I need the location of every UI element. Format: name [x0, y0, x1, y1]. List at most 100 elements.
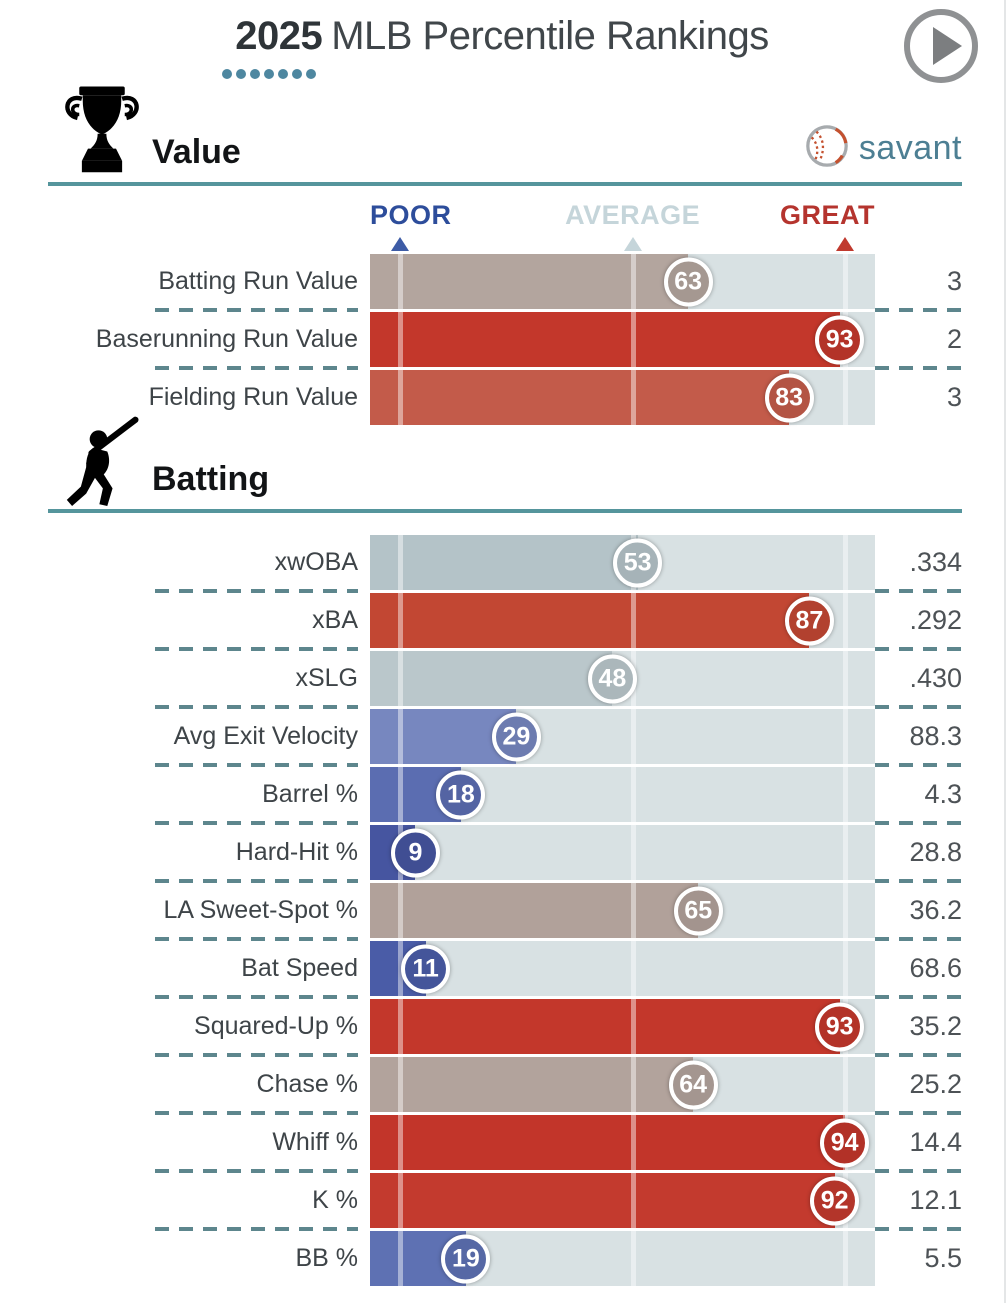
percentile-badge[interactable]: 48 — [587, 654, 637, 703]
percentile-badge[interactable]: 29 — [491, 712, 541, 761]
stat-label: xBA — [312, 606, 358, 634]
stat-value: .430 — [909, 663, 962, 693]
bar-tick-low — [398, 709, 404, 764]
percentile-badge[interactable]: 83 — [764, 373, 814, 422]
percentile-badge[interactable]: 9 — [390, 828, 440, 877]
bar-tick-mid — [630, 999, 636, 1054]
section-batting: Batting xwOBA 53 .334 xBA 87 .292 xSLG — [0, 416, 1004, 1286]
bar-tick-low — [398, 1173, 404, 1228]
scale-header: POOR AVERAGE GREAT — [0, 186, 1004, 254]
stat-value: 28.8 — [909, 837, 962, 867]
bar-tick-low — [398, 883, 404, 938]
great-marker-icon — [835, 237, 854, 251]
percentile-badge[interactable]: 18 — [436, 770, 486, 819]
percentile-badge[interactable]: 93 — [815, 315, 865, 364]
title-dots — [222, 69, 316, 79]
section-header: Value savant — [48, 86, 962, 186]
percentile-badge[interactable]: 64 — [668, 1060, 718, 1109]
brand-name: savant — [858, 129, 962, 167]
stat-value: 4.3 — [924, 779, 962, 809]
stat-row: xSLG 48 .430 — [0, 651, 966, 709]
percentile-badge[interactable]: 93 — [815, 1002, 865, 1051]
percentile-bar: 29 — [370, 709, 875, 764]
bar-tick-high — [842, 883, 848, 938]
stat-row: Batting Run Value 63 3 — [0, 254, 966, 312]
play-button[interactable] — [902, 7, 980, 85]
stat-row: xBA 87 .292 — [0, 593, 966, 651]
scale-label-average: AVERAGE — [565, 200, 701, 230]
percentile-bar: 65 — [370, 883, 875, 938]
baseball-icon — [804, 123, 850, 174]
bar-fill — [370, 1115, 845, 1170]
bar-track — [370, 941, 875, 996]
title-dot — [250, 69, 260, 79]
play-icon — [902, 9, 980, 88]
bar-fill — [370, 312, 840, 367]
bar-tick-high — [842, 709, 848, 764]
bar-tick-high — [842, 1231, 848, 1286]
title-dot — [236, 69, 246, 79]
stat-row: Avg Exit Velocity 29 88.3 — [0, 709, 966, 767]
stat-value: 25.2 — [909, 1069, 962, 1099]
percentile-badge[interactable]: 63 — [663, 257, 713, 306]
bar-tick-mid — [630, 1057, 636, 1112]
bar-tick-low — [398, 941, 404, 996]
stat-row: Baserunning Run Value 93 2 — [0, 312, 966, 370]
bar-fill — [370, 651, 613, 706]
percentile-badge[interactable]: 53 — [613, 538, 663, 587]
percentile-badge[interactable]: 94 — [820, 1118, 870, 1167]
percentile-bar: 94 — [370, 1115, 875, 1170]
percentile-bar: 87 — [370, 593, 875, 648]
bar-tick-low — [398, 593, 404, 648]
percentile-badge[interactable]: 11 — [401, 944, 451, 993]
stat-value: 3 — [946, 266, 962, 296]
stat-label: Fielding Run Value — [148, 383, 358, 411]
stat-value: 5.5 — [924, 1243, 962, 1273]
percentile-bar: 19 — [370, 1231, 875, 1286]
stat-label: Avg Exit Velocity — [173, 722, 358, 750]
bar-tick-high — [842, 1057, 848, 1112]
bar-tick-mid — [630, 767, 636, 822]
stat-label: Baserunning Run Value — [95, 325, 358, 353]
bar-tick-high — [842, 254, 848, 309]
percentile-bar: 83 — [370, 370, 875, 425]
stat-label: Chase % — [256, 1070, 358, 1098]
stat-row: Whiff % 94 14.4 — [0, 1115, 966, 1173]
bar-tick-mid — [630, 1173, 636, 1228]
percentile-badge[interactable]: 87 — [784, 596, 834, 645]
bar-tick-low — [398, 1115, 404, 1170]
bar-tick-high — [842, 825, 848, 880]
title-dot — [292, 69, 302, 79]
stat-row: BB % 19 5.5 — [0, 1231, 966, 1286]
stat-value: 36.2 — [909, 895, 962, 925]
average-marker-icon — [623, 237, 642, 251]
stat-row: xwOBA 53 .334 — [0, 535, 966, 593]
bar-tick-mid — [630, 593, 636, 648]
title-text: MLB Percentile Rankings — [331, 14, 769, 58]
bar-tick-mid — [630, 312, 636, 367]
percentile-bar: 64 — [370, 1057, 875, 1112]
savant-logo[interactable]: savant — [804, 123, 962, 174]
stat-label: Squared-Up % — [194, 1012, 358, 1040]
stat-label: Whiff % — [272, 1128, 358, 1156]
bar-tick-mid — [630, 825, 636, 880]
stat-label: LA Sweet-Spot % — [163, 896, 358, 924]
stat-row: LA Sweet-Spot % 65 36.2 — [0, 883, 966, 941]
percentile-bar: 63 — [370, 254, 875, 309]
bar-tick-mid — [630, 370, 636, 425]
stat-value: 68.6 — [909, 953, 962, 983]
section-title: Value — [152, 133, 241, 171]
percentile-bar: 11 — [370, 941, 875, 996]
bar-tick-low — [398, 254, 404, 309]
percentile-badge[interactable]: 92 — [810, 1176, 860, 1225]
percentile-badge[interactable]: 19 — [441, 1234, 491, 1283]
bar-tick-high — [842, 593, 848, 648]
percentile-badge[interactable]: 65 — [673, 886, 723, 935]
stat-row: Chase % 64 25.2 — [0, 1057, 966, 1115]
stat-row: Barrel % 18 4.3 — [0, 767, 966, 825]
page-title: 2025 MLB Percentile Rankings — [0, 0, 1004, 59]
stat-label: Bat Speed — [241, 954, 358, 982]
bar-tick-mid — [630, 883, 636, 938]
bar-fill — [370, 999, 840, 1054]
percentile-bar: 18 — [370, 767, 875, 822]
